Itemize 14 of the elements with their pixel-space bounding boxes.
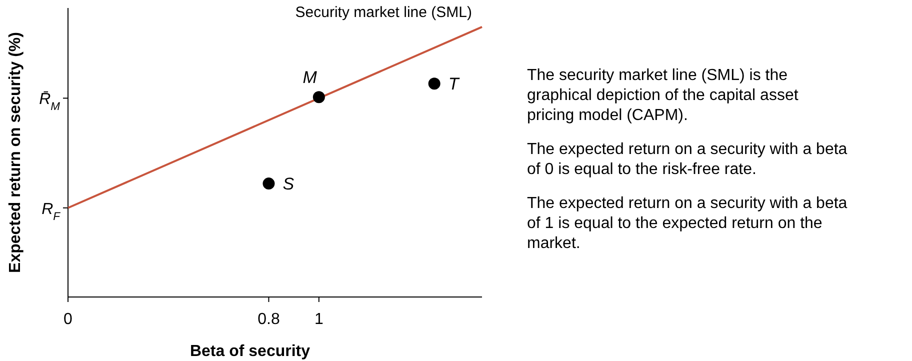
series-label: Security market line (SML): [295, 4, 472, 21]
x-tick-label: 0.8: [258, 311, 280, 328]
annotation: S: [282, 174, 295, 194]
text: R$_{F}$: [42, 200, 62, 223]
text: The expected return on a security with a beta of 0 is equal to the risk-free rate.: [527, 141, 848, 178]
y-axis-title: Expected return on security (%): [7, 32, 24, 273]
text: The expected return on a security with a beta of 1 is equal to the expected return on the market.: [527, 195, 848, 252]
x-tick-label: 1: [314, 311, 324, 328]
text: R̄$_{M}$: [39, 90, 61, 114]
x-tick-label: 0: [64, 311, 73, 328]
x-axis-title: Beta of security: [190, 343, 310, 360]
annotation: M: [302, 68, 318, 88]
text: The security market line (SML) is the graphical depiction of the capital asset pricing model (CAPM).: [527, 67, 799, 124]
annotation: T: [448, 74, 460, 94]
